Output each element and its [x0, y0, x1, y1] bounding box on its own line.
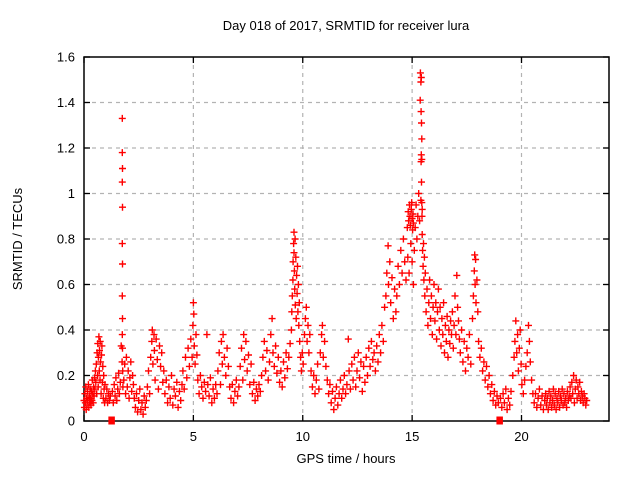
y-tick-label: 1	[68, 186, 75, 201]
scatter-cross-markers	[80, 69, 591, 418]
x-axis-label: GPS time / hours	[297, 451, 396, 466]
data-points	[80, 69, 591, 425]
x-tick-label: 20	[514, 429, 528, 444]
tick-labels: 0 0.2 0.4 0.6 0.8 1 1.2 1.4 1.6 0 5 10 15 20	[57, 50, 529, 445]
x-tick-label: 15	[405, 429, 419, 444]
zero-square-marker	[496, 416, 503, 425]
y-tick-label: 1.6	[57, 50, 75, 65]
y-tick-label: 0	[68, 414, 75, 429]
y-tick-label: 0.4	[57, 323, 75, 338]
y-tick-label: 1.2	[57, 141, 75, 156]
x-tick-label: 10	[296, 429, 310, 444]
zero-square-marker	[108, 416, 115, 425]
x-tick-label: 5	[190, 429, 197, 444]
y-tick-label: 0.2	[57, 368, 75, 383]
y-tick-label: 0.8	[57, 232, 75, 247]
chart-title: Day 018 of 2017, SRMTID for receiver lur…	[223, 18, 470, 33]
y-axis-label: SRMTID / TECUs	[10, 187, 25, 290]
y-tick-label: 1.4	[57, 95, 75, 110]
y-tick-label: 0.6	[57, 277, 75, 292]
x-tick-label: 0	[80, 429, 87, 444]
tick-marks	[83, 56, 609, 422]
